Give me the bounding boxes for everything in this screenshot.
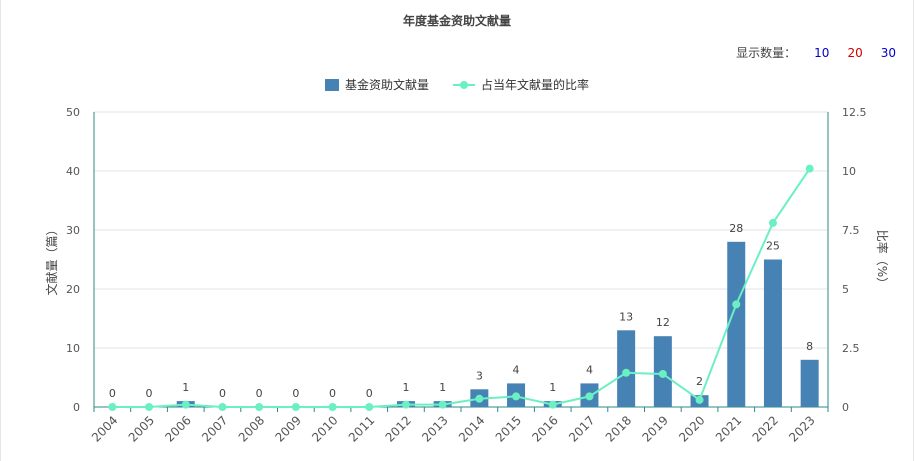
legend-bar-swatch: [324, 78, 339, 91]
bar-value-label: 3: [476, 369, 483, 382]
display-count-option-20[interactable]: 20: [847, 45, 863, 60]
bar-value-label: 4: [513, 363, 520, 376]
x-tick-label: 2006: [162, 413, 193, 444]
legend-label-ratio: 占当年文献量的比率: [481, 78, 590, 92]
ratio-point: [328, 403, 337, 411]
y-left-tick-label: 0: [73, 401, 80, 414]
bar-value-label: 13: [619, 310, 633, 323]
ratio-point: [658, 369, 667, 378]
y-right-tick-label: 12.5: [842, 106, 867, 119]
bar-value-label: 0: [146, 387, 153, 400]
bar-value-label: 0: [109, 387, 116, 400]
ratio-point: [732, 300, 741, 309]
y-right-tick-label: 7.5: [842, 224, 860, 237]
x-tick-label: 2017: [566, 413, 597, 444]
bar: [617, 330, 636, 407]
chart-legend: 基金资助文献量 占当年文献量的比率: [0, 76, 914, 93]
x-tick-label: 2021: [713, 413, 744, 444]
x-tick-label: 2015: [493, 413, 524, 444]
y-left-tick-label: 20: [66, 283, 80, 296]
bar-value-label: 0: [292, 387, 299, 400]
legend-line-swatch: [453, 79, 475, 91]
ratio-point: [622, 368, 631, 377]
ratio-point: [218, 403, 227, 411]
x-tick-label: 2008: [236, 413, 267, 444]
legend-label-funded-docs: 基金资助文献量: [344, 78, 429, 92]
ratio-point: [585, 392, 594, 401]
y-right-tick-label: 10: [842, 165, 856, 178]
display-count-label: 显示数量：: [736, 46, 797, 60]
bar-value-label: 0: [329, 387, 336, 400]
bar-value-label: 1: [402, 381, 409, 394]
x-tick-label: 2023: [786, 413, 817, 444]
bar: [727, 241, 746, 407]
y-left-axis-title: 文献量（篇）: [44, 223, 59, 295]
bar-value-label: 0: [256, 387, 263, 400]
x-tick-label: 2018: [603, 413, 634, 444]
ratio-point: [181, 400, 190, 409]
legend-item-ratio[interactable]: 占当年文献量的比率: [453, 76, 589, 93]
bar-value-label: 1: [439, 381, 446, 394]
x-tick-label: 2004: [89, 413, 120, 444]
x-tick-label: 2013: [419, 413, 450, 444]
x-tick-label: 2016: [529, 413, 560, 444]
x-tick-label: 2012: [383, 413, 414, 444]
bar: [763, 259, 782, 407]
y-left-tick-label: 40: [66, 165, 80, 178]
ratio-point: [108, 403, 117, 411]
ratio-point: [548, 400, 557, 409]
ratio-point: [291, 403, 300, 411]
x-tick-label: 2005: [126, 413, 157, 444]
ratio-point: [805, 164, 814, 173]
y-left-tick-label: 10: [66, 342, 80, 355]
bar-value-label: 1: [549, 381, 556, 394]
ratio-point: [438, 400, 447, 409]
bar-value-label: 8: [806, 340, 813, 353]
x-tick-label: 2007: [199, 413, 230, 444]
ratio-point: [695, 395, 704, 404]
display-count-option-10[interactable]: 10: [814, 45, 830, 60]
x-tick-label: 2019: [639, 413, 670, 444]
ratio-point: [145, 403, 154, 411]
ratio-point: [512, 392, 521, 401]
y-right-tick-label: 0: [842, 401, 849, 414]
x-tick-label: 2014: [456, 413, 487, 444]
display-count-option-30[interactable]: 30: [880, 45, 896, 60]
x-tick-label: 2010: [309, 413, 340, 444]
y-right-tick-label: 2.5: [842, 342, 860, 355]
display-count-selector: 显示数量： 10 20 30: [736, 44, 896, 61]
ratio-line: [112, 168, 811, 408]
bar-value-label: 12: [656, 316, 670, 329]
x-tick-label: 2022: [750, 413, 781, 444]
chart-title: 年度基金资助文献量: [402, 14, 511, 28]
bar-value-label: 4: [586, 363, 593, 376]
legend-item-funded-docs[interactable]: 基金资助文献量: [324, 76, 429, 93]
y-right-tick-label: 5: [842, 283, 849, 296]
y-left-tick-label: 30: [66, 224, 80, 237]
ratio-point: [475, 394, 484, 403]
bar-value-label: 0: [219, 387, 226, 400]
bar-value-label: 25: [766, 240, 780, 253]
bar: [800, 359, 819, 407]
ratio-point: [768, 218, 777, 227]
bar-value-label: 0: [366, 387, 373, 400]
ratio-point: [365, 403, 374, 411]
y-right-axis-title: 比率（%）: [875, 230, 890, 289]
y-left-tick-label: 50: [66, 106, 80, 119]
bar-value-label: 1: [182, 381, 189, 394]
bar-value-label: 28: [729, 222, 743, 235]
x-tick-label: 2020: [676, 413, 707, 444]
ratio-point: [255, 403, 264, 411]
bar-value-label: 2: [696, 375, 703, 388]
x-tick-label: 2011: [346, 413, 377, 444]
ratio-point: [401, 400, 410, 409]
x-tick-label: 2009: [272, 413, 303, 444]
